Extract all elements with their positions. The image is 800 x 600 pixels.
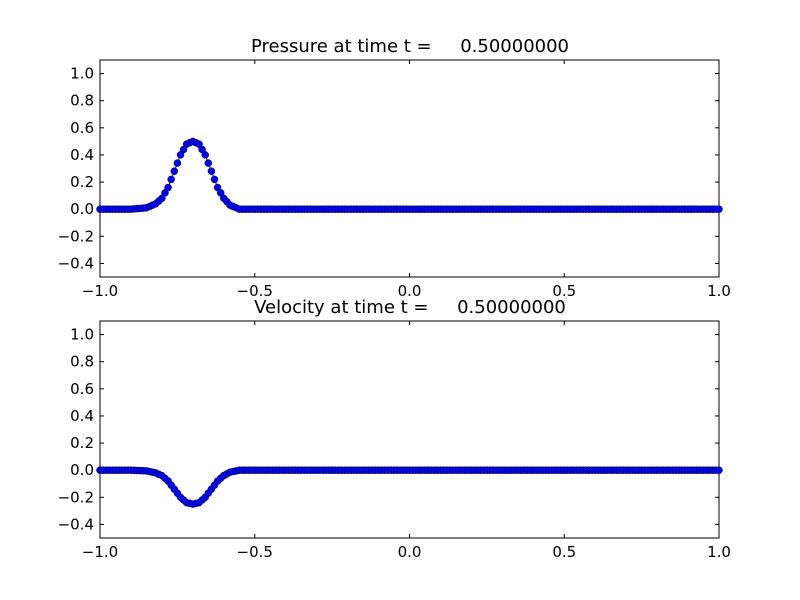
- pressure-axes-frame: [99, 59, 720, 278]
- velocity-xtick-label: −0.5: [237, 543, 273, 561]
- velocity-ytick-label: 0.8: [70, 353, 94, 371]
- pressure-xtick-label: −0.5: [237, 282, 273, 300]
- velocity-plot-title: Velocity at time t = 0.50000000: [254, 297, 566, 318]
- pressure-data-point: [173, 159, 182, 167]
- pressure-plot-title: Pressure at time t = 0.50000000: [251, 36, 569, 57]
- velocity-xtick-label: 0.5: [552, 543, 576, 561]
- pressure-data-point: [207, 167, 216, 175]
- velocity-xtick-label: 0.0: [398, 543, 422, 561]
- pressure-ytick-label: 0.4: [70, 146, 94, 164]
- pressure-data-point: [204, 159, 213, 167]
- pressure-data-point: [210, 175, 219, 184]
- pressure-ytick-label: 1.0: [70, 65, 94, 83]
- pressure-data-point: [715, 205, 723, 213]
- pressure-ytick-label: 0.6: [70, 119, 94, 137]
- velocity-ytick-label: 0.4: [70, 407, 94, 425]
- pressure-data-point: [167, 175, 175, 184]
- pressure-ytick-label: 0.0: [70, 200, 94, 218]
- velocity-xtick-label: 1.0: [707, 543, 731, 561]
- pressure-xtick-label: 0.5: [552, 282, 576, 300]
- pressure-data-point: [170, 167, 179, 175]
- pressure-data-point: [164, 183, 172, 192]
- pressure-ytick-label: 0.8: [70, 92, 94, 110]
- velocity-ytick-label: −0.2: [58, 488, 94, 506]
- velocity-ytick-label: 0.0: [70, 461, 94, 479]
- pressure-ytick-label: −0.2: [58, 227, 94, 245]
- pressure-ytick-label: −0.4: [58, 254, 94, 272]
- pressure-plot: Pressure at time t = 0.50000000 −1.0 −0.5…: [58, 36, 731, 300]
- pressure-data-point: [201, 151, 209, 159]
- velocity-ytick-label: 0.6: [70, 380, 94, 398]
- velocity-plot: Velocity at time t = 0.50000000 −1.0 −0.5…: [58, 297, 731, 561]
- pressure-xtick-label: 1.0: [707, 282, 731, 300]
- velocity-ytick-label: 0.2: [70, 434, 94, 452]
- velocity-data-point: [715, 466, 723, 474]
- velocity-ytick-label: −0.4: [58, 515, 94, 533]
- velocity-ytick-label: 1.0: [70, 326, 94, 344]
- pressure-xtick-label: −1.0: [82, 282, 118, 300]
- pressure-xtick-label: 0.0: [398, 282, 422, 300]
- pressure-ytick-label: 0.2: [70, 173, 94, 191]
- velocity-xtick-label: −1.0: [82, 543, 118, 561]
